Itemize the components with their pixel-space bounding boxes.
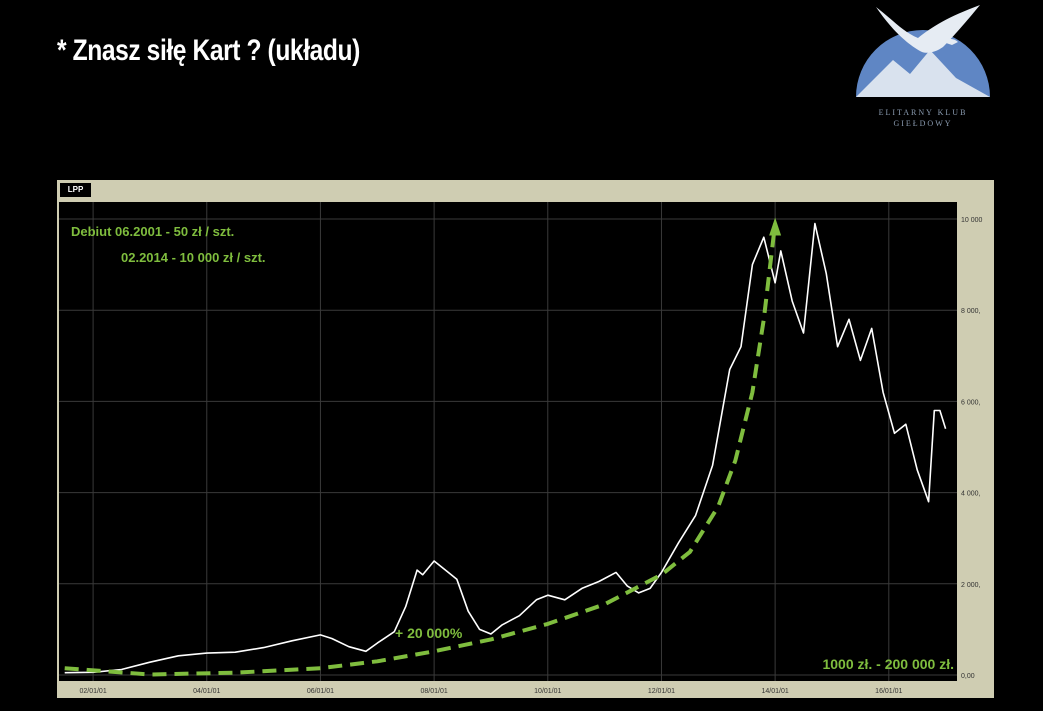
logo-text-line1: ELITARNY KLUB (878, 108, 968, 117)
y-tick-label: 2 000, (961, 582, 981, 589)
chart-annotation: + 20 000% (395, 625, 463, 641)
x-tick-label: 06/01/01 (307, 688, 334, 695)
trend-arrowhead (769, 217, 782, 236)
eagle-mountain-logo-icon (856, 5, 990, 97)
plot-area (59, 202, 957, 681)
series-layer (64, 217, 947, 677)
y-tick-label: 6 000, (961, 399, 981, 406)
chart-annotation: 1000 zł. - 200 000 zł. (822, 656, 954, 672)
x-tick-label: 14/01/01 (762, 688, 789, 695)
legend-item-lpp: LPP (67, 185, 84, 194)
x-tick-label: 02/01/01 (79, 688, 106, 695)
club-logo: ELITARNY KLUB GIEŁDOWY (848, 2, 998, 137)
chart-annotation: 02.2014 - 10 000 zł / szt. (121, 250, 266, 265)
x-tick-label: 12/01/01 (648, 688, 675, 695)
x-tick-label: 08/01/01 (420, 688, 447, 695)
y-tick-label: 4 000, (961, 491, 981, 498)
x-tick-label: 04/01/01 (193, 688, 220, 695)
slide-title: * Znasz siłę Kart ? (układu) (57, 34, 360, 67)
x-axis-ticks: 02/01/01 04/01/01 06/01/01 08/01/01 10/01/01… (79, 688, 902, 695)
chart-annotation: Debiut 06.2001 - 50 zł / szt. (71, 224, 234, 239)
x-tick-label: 10/01/01 (534, 688, 561, 695)
stock-chart: Debiut 06.2001 - 50 zł / szt. 02.2014 - 1… (59, 202, 983, 695)
annotations-layer: Debiut 06.2001 - 50 zł / szt. 02.2014 - 1… (71, 224, 954, 672)
series-line-lpp (64, 222, 947, 674)
logo-text-line2: GIEŁDOWY (893, 119, 953, 128)
y-tick-label: 0,00 (961, 673, 975, 680)
y-tick-label: 10 000 (961, 217, 983, 224)
y-tick-label: 8 000, (961, 308, 981, 315)
chart-frame: LPP Debiut 06.2001 - 50 zł / szt. 02.2014… (57, 180, 994, 698)
chart-legend: LPP (60, 183, 91, 197)
trend-curve-dashed (64, 223, 778, 677)
x-tick-label: 16/01/01 (875, 688, 902, 695)
y-axis-ticks: 0,00 2 000, 4 000, 6 000, 8 000, 10 000 (961, 217, 983, 680)
